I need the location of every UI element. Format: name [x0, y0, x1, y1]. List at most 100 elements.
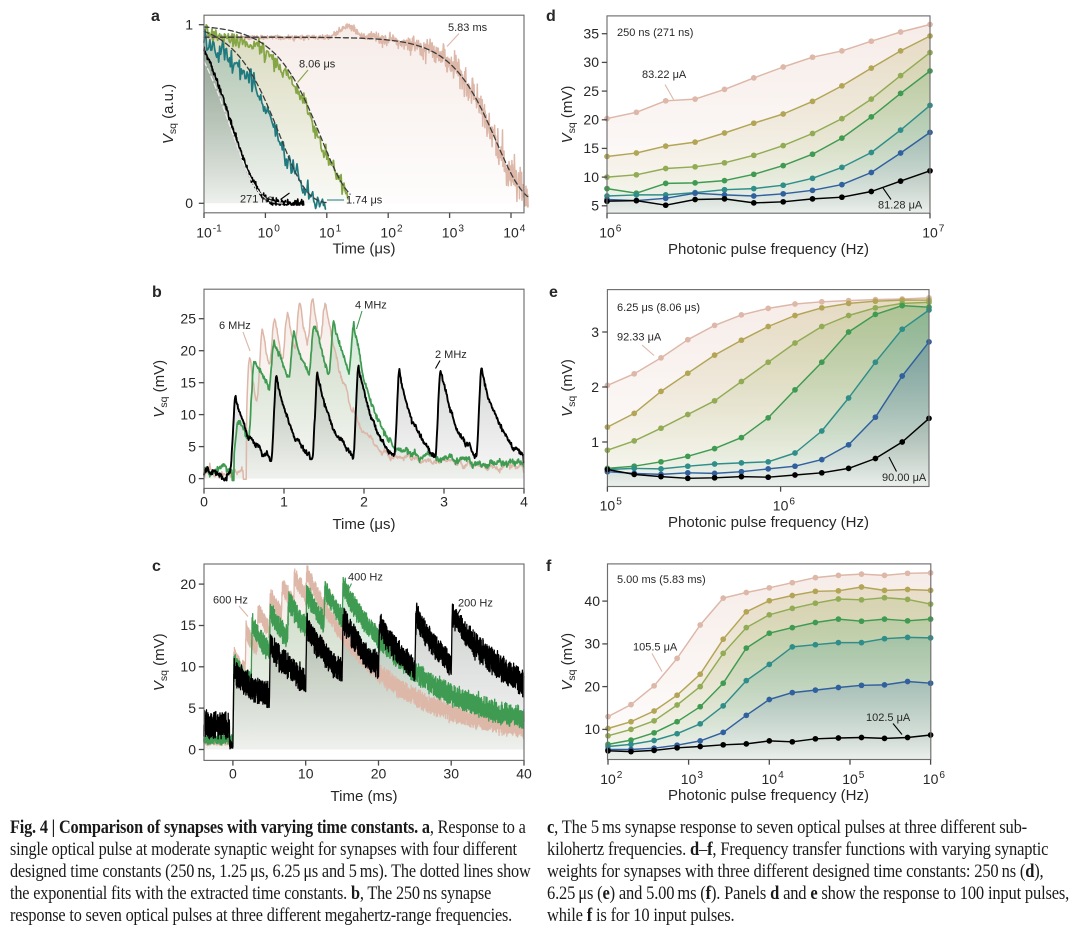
svg-text:4: 4: [778, 770, 784, 781]
svg-text:0: 0: [188, 741, 196, 757]
svg-text:3: 3: [591, 324, 599, 340]
svg-text:1: 1: [280, 494, 288, 510]
svg-text:Time (μs): Time (μs): [332, 241, 395, 258]
svg-text:e: e: [549, 284, 558, 301]
svg-text:Photonic pulse frequency (Hz): Photonic pulse frequency (Hz): [668, 514, 869, 531]
svg-text:30: 30: [443, 766, 459, 782]
svg-text:8.06 μs: 8.06 μs: [299, 59, 336, 71]
svg-text:20: 20: [180, 343, 196, 359]
svg-text:b: b: [152, 284, 162, 301]
svg-text:10: 10: [600, 771, 616, 787]
svg-text:10: 10: [442, 225, 458, 241]
svg-text:Vsq (mV): Vsq (mV): [151, 360, 170, 418]
svg-text:0: 0: [274, 223, 280, 234]
svg-text:10: 10: [599, 225, 615, 241]
svg-text:Photonic pulse frequency (Hz): Photonic pulse frequency (Hz): [668, 241, 869, 258]
svg-text:10: 10: [681, 771, 697, 787]
svg-text:5.00 ms (5.83 ms): 5.00 ms (5.83 ms): [617, 574, 706, 586]
svg-text:15: 15: [180, 617, 196, 633]
svg-text:2 MHz: 2 MHz: [435, 349, 467, 361]
svg-text:10: 10: [922, 225, 938, 241]
svg-text:a: a: [151, 8, 160, 25]
svg-text:Vsq (a.u.): Vsq (a.u.): [160, 84, 179, 144]
svg-text:1: 1: [336, 223, 342, 234]
svg-text:5.83 ms: 5.83 ms: [448, 22, 488, 34]
svg-text:20: 20: [371, 766, 387, 782]
svg-text:5: 5: [188, 438, 196, 454]
svg-text:10: 10: [773, 498, 789, 514]
svg-text:6.25 μs (8.06 μs): 6.25 μs (8.06 μs): [617, 302, 700, 314]
svg-text:40: 40: [516, 766, 532, 782]
svg-text:20: 20: [583, 112, 599, 128]
svg-text:f: f: [546, 558, 552, 575]
svg-text:Time (μs): Time (μs): [332, 516, 395, 533]
svg-text:105.5 μA: 105.5 μA: [633, 642, 678, 654]
svg-text:10: 10: [762, 771, 778, 787]
svg-text:0: 0: [185, 195, 193, 211]
svg-text:Vsq (mV): Vsq (mV): [151, 633, 170, 691]
svg-text:20: 20: [584, 678, 600, 694]
svg-text:10: 10: [584, 721, 600, 737]
svg-text:20: 20: [180, 576, 196, 592]
svg-text:6: 6: [616, 223, 622, 234]
svg-text:Vsq (mV): Vsq (mV): [559, 633, 578, 691]
svg-text:6 MHz: 6 MHz: [219, 320, 251, 332]
svg-text:4: 4: [520, 223, 526, 234]
svg-text:0: 0: [200, 494, 208, 510]
svg-text:30: 30: [584, 636, 600, 652]
svg-text:1: 1: [591, 434, 599, 450]
svg-text:4 MHz: 4 MHz: [355, 300, 387, 312]
svg-text:10: 10: [380, 225, 396, 241]
svg-text:40: 40: [584, 593, 600, 609]
svg-text:2: 2: [360, 494, 368, 510]
svg-text:250 ns (271 ns): 250 ns (271 ns): [617, 27, 693, 39]
svg-text:Vsq (mV): Vsq (mV): [559, 359, 578, 417]
svg-text:10: 10: [583, 169, 599, 185]
svg-text:35: 35: [583, 26, 599, 42]
svg-text:10: 10: [600, 498, 616, 514]
svg-text:10: 10: [180, 406, 196, 422]
svg-text:c: c: [152, 558, 161, 575]
svg-text:2: 2: [591, 379, 599, 395]
svg-text:600 Hz: 600 Hz: [213, 595, 248, 607]
svg-text:Vsq (mV): Vsq (mV): [559, 86, 578, 144]
svg-text:Time (ms): Time (ms): [331, 788, 398, 805]
svg-text:3: 3: [440, 494, 448, 510]
svg-text:10: 10: [298, 766, 314, 782]
svg-text:102.5 μA: 102.5 μA: [866, 712, 911, 724]
svg-text:90.00 μA: 90.00 μA: [882, 472, 927, 484]
svg-text:d: d: [546, 8, 556, 25]
svg-text:10: 10: [196, 225, 212, 241]
svg-text:6: 6: [939, 770, 945, 781]
svg-text:5: 5: [616, 496, 622, 507]
svg-text:10: 10: [258, 225, 274, 241]
svg-text:0: 0: [229, 766, 237, 782]
svg-text:0: 0: [188, 470, 196, 486]
svg-text:1.74 μs: 1.74 μs: [346, 195, 383, 207]
svg-text:4: 4: [520, 494, 528, 510]
svg-text:5: 5: [188, 700, 196, 716]
svg-text:10: 10: [842, 771, 858, 787]
svg-text:15: 15: [583, 140, 599, 156]
svg-text:200 Hz: 200 Hz: [458, 598, 493, 610]
svg-text:2: 2: [397, 223, 403, 234]
svg-text:1: 1: [185, 17, 193, 33]
svg-text:10: 10: [180, 659, 196, 675]
svg-text:25: 25: [583, 83, 599, 99]
svg-text:271 ns: 271 ns: [240, 194, 274, 206]
svg-text:81.28 μA: 81.28 μA: [878, 200, 923, 212]
svg-text:3: 3: [697, 770, 703, 781]
svg-text:3: 3: [458, 223, 464, 234]
svg-text:30: 30: [583, 54, 599, 70]
svg-text:2: 2: [617, 770, 623, 781]
svg-text:92.33 μA: 92.33 μA: [617, 332, 662, 344]
svg-text:15: 15: [180, 375, 196, 391]
svg-text:10: 10: [923, 771, 939, 787]
svg-text:10: 10: [503, 225, 519, 241]
svg-text:5: 5: [591, 198, 599, 214]
svg-text:10: 10: [319, 225, 335, 241]
svg-text:400 Hz: 400 Hz: [348, 572, 383, 584]
svg-text:83.22 μA: 83.22 μA: [642, 69, 687, 81]
svg-text:-1: -1: [213, 223, 222, 234]
svg-text:25: 25: [180, 311, 196, 327]
